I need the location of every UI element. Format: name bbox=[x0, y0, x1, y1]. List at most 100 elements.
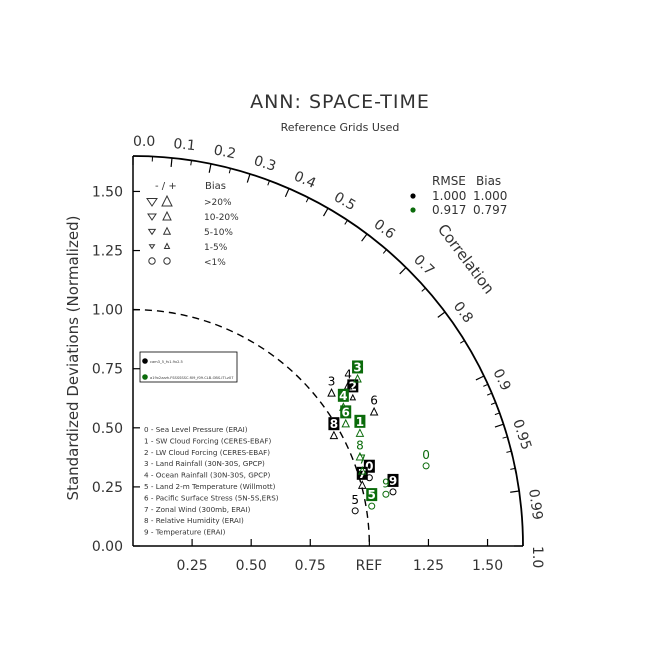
bias-down-triangle-marker bbox=[147, 228, 157, 236]
point-marker-triangle bbox=[353, 373, 362, 383]
correlation-tick-mark bbox=[475, 375, 485, 381]
point-marker-circle bbox=[422, 462, 430, 470]
bias-legend-label: 1-5% bbox=[204, 243, 228, 253]
correlation-tick-label: 0.95 bbox=[509, 417, 534, 452]
point-marker-circle bbox=[389, 488, 397, 496]
correlation-minor-tick bbox=[305, 197, 309, 203]
outer-arc bbox=[132, 155, 524, 547]
point-marker-circle bbox=[351, 507, 359, 515]
point-marker-circle bbox=[368, 502, 376, 510]
point-label-box bbox=[337, 388, 349, 402]
correlation-tick-label: 0.6 bbox=[371, 216, 398, 242]
point-label: 3 bbox=[328, 375, 336, 389]
correlation-tick-mark bbox=[399, 267, 407, 275]
point-label-box bbox=[354, 414, 366, 428]
bias-up-triangle-marker bbox=[162, 226, 172, 235]
bias-down-triangle-marker bbox=[148, 244, 156, 250]
point-label: 3 bbox=[353, 360, 361, 374]
point-label: 9 bbox=[382, 476, 390, 490]
point-marker-triangle bbox=[369, 406, 379, 416]
y-axis-title: Standardized Deviations (Normalized) bbox=[64, 216, 82, 501]
variable-legend-item: 6 - Pacific Surface Stress (5N-5S,ERS) bbox=[144, 493, 279, 502]
bias-legend-header: Bias bbox=[205, 181, 226, 192]
point-marker-triangle bbox=[329, 430, 339, 440]
point-label: 4 bbox=[339, 389, 347, 403]
correlation-tick-mark bbox=[284, 188, 290, 198]
point-marker-triangle bbox=[357, 480, 367, 489]
point-label-box bbox=[366, 488, 378, 502]
correlation-minor-tick bbox=[459, 340, 465, 344]
bias-legend-label: 5-10% bbox=[204, 228, 233, 238]
point-marker-triangle bbox=[349, 393, 357, 401]
point-label: 4 bbox=[344, 368, 352, 382]
correlation-tick-label: 0.5 bbox=[331, 189, 358, 214]
correlation-arc-title: Correlation bbox=[434, 221, 498, 298]
variable-legend-item: 4 - Ocean Rainfall (30N-30S, GPCP) bbox=[144, 471, 270, 480]
variable-legend-item: 7 - Zonal Wind (300mb, ERAI) bbox=[144, 505, 251, 514]
correlation-minor-tick bbox=[421, 287, 426, 292]
variable-legend-item: 9 - Temperature (ERAI) bbox=[144, 528, 226, 537]
reference-circle bbox=[132, 308, 371, 547]
point-label-box bbox=[363, 459, 375, 473]
stats-legend-header: Bias bbox=[476, 174, 501, 188]
variable-legend-item: 1 - SW Cloud Forcing (CERES-EBAF) bbox=[144, 436, 272, 445]
correlation-tick-mark bbox=[437, 311, 446, 318]
stats-legend-bias: 0.797 bbox=[473, 203, 507, 217]
point-label: 8 bbox=[330, 417, 338, 431]
point-label-box bbox=[356, 466, 368, 480]
point-marker-triangle bbox=[341, 418, 351, 428]
bias-up-triangle-marker bbox=[161, 194, 173, 207]
model-legend-dot bbox=[142, 374, 148, 380]
bias-legend-label: <1% bbox=[204, 258, 226, 268]
y-tick-label: 1.50 bbox=[92, 184, 123, 200]
chart-title: ANN: SPACE-TIME bbox=[250, 91, 430, 113]
point-label: 5 bbox=[368, 488, 376, 502]
point-marker-triangle bbox=[355, 428, 365, 437]
point-label-box bbox=[340, 405, 352, 419]
correlation-tick-mark bbox=[361, 233, 368, 242]
x-tick-label: 1.25 bbox=[413, 558, 444, 574]
correlation-minor-tick bbox=[382, 249, 387, 254]
bias-down-triangle-marker bbox=[146, 198, 158, 207]
stats-legend-dot bbox=[410, 207, 416, 213]
model-legend-dot bbox=[142, 358, 148, 364]
stats-legend-rmse: 0.917 bbox=[432, 203, 466, 217]
correlation-minor-tick bbox=[483, 383, 489, 387]
correlation-tick-mark bbox=[208, 163, 212, 173]
correlation-minor-tick bbox=[487, 392, 492, 396]
point-label-box bbox=[347, 379, 359, 393]
correlation-tick-mark bbox=[510, 490, 520, 493]
bias-legend-label: >20% bbox=[204, 198, 232, 208]
point-label-box bbox=[352, 360, 364, 374]
x-tick-label: 0.75 bbox=[295, 558, 326, 574]
point-marker-triangle bbox=[327, 388, 336, 397]
model-legend-name: cam3_5_fv1.9x2.5 bbox=[150, 360, 183, 364]
point-label: 6 bbox=[370, 394, 378, 408]
correlation-minor-tick bbox=[506, 450, 512, 453]
stats-legend-rmse: 1.000 bbox=[432, 189, 466, 203]
point-label: 1 bbox=[356, 415, 364, 429]
correlation-minor-tick bbox=[502, 436, 508, 439]
correlation-tick-label: 0.99 bbox=[525, 488, 545, 521]
point-label: 8 bbox=[356, 438, 364, 452]
bias-legend-label: 10-20% bbox=[204, 213, 239, 223]
correlation-minor-tick bbox=[494, 412, 500, 416]
variable-legend-item: 2 - LW Cloud Forcing (CERES-EBAF) bbox=[144, 448, 270, 457]
correlation-tick-label: 0.3 bbox=[252, 153, 278, 175]
bias-up-triangle-marker bbox=[163, 242, 171, 249]
point-label-box bbox=[387, 473, 399, 487]
point-marker-triangle bbox=[355, 451, 365, 461]
bias-legend-header: - / + bbox=[155, 181, 177, 192]
correlation-tick-mark bbox=[170, 157, 173, 167]
stats-legend-header: RMSE bbox=[432, 174, 466, 188]
correlation-minor-tick bbox=[228, 168, 231, 174]
variable-legend-item: 5 - Land 2-m Temperature (Willmott) bbox=[144, 482, 276, 491]
ref-label: REF bbox=[356, 558, 383, 574]
correlation-minor-tick bbox=[510, 467, 516, 470]
point-label: 9 bbox=[389, 474, 397, 488]
y-tick-label: 1.00 bbox=[92, 303, 123, 319]
x-tick-label: 0.25 bbox=[177, 558, 208, 574]
correlation-tick-mark bbox=[322, 207, 329, 217]
